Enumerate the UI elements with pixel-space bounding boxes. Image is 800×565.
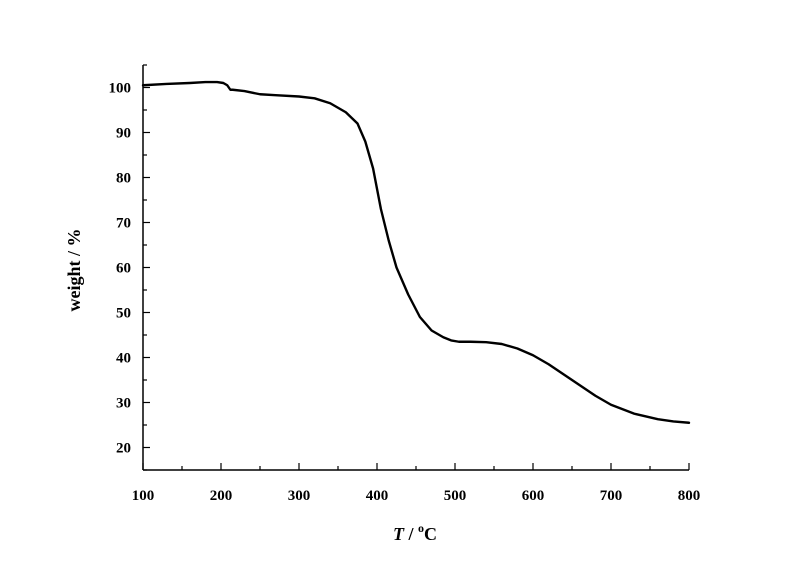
y-tick-label: 20 [116,441,131,457]
x-axis-label: T / oC [393,521,437,544]
tick-marks [142,64,690,471]
y-axis-label: weight / % [64,229,84,312]
x-axis-label-degree: o [418,521,424,535]
series-layer [141,80,691,424]
tick-labels: 100 200 300 400 500 600 700 800 20 30 40 50 60 70 80 90… [109,81,701,505]
x-tick-label: 200 [210,488,233,504]
x-axis-label-symbol: T [393,524,405,544]
y-tick-label: 40 [116,351,131,367]
x-tick-label: 800 [678,488,701,504]
x-axis-label-unit: C [424,524,437,544]
series-line [141,80,691,424]
x-tick-label: 500 [444,488,467,504]
x-tick-label: 400 [366,488,389,504]
y-tick-label: 90 [116,126,131,142]
axes [142,65,689,471]
y-tick-label: 80 [116,171,131,187]
y-tick-label: 50 [116,306,131,322]
x-tick-label: 300 [288,488,311,504]
y-tick-label: 70 [116,216,131,232]
y-tick-label: 30 [116,396,131,412]
y-tick-label: 100 [109,81,132,97]
x-tick-label: 600 [522,488,545,504]
x-axis-label-separator: / [404,524,418,544]
x-tick-label: 100 [132,488,155,504]
x-tick-label: 700 [600,488,623,504]
y-tick-label: 60 [116,261,131,277]
